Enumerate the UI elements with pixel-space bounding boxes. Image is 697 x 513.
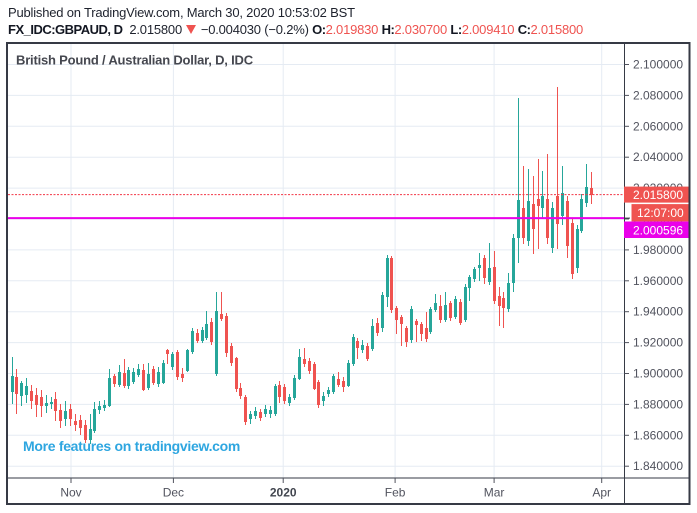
svg-text:Nov: Nov: [60, 486, 81, 500]
svg-text:1.980000: 1.980000: [633, 243, 683, 257]
svg-text:More features on tradingview.c: More features on tradingview.com: [23, 438, 240, 454]
svg-text:1.840000: 1.840000: [633, 459, 683, 473]
svg-text:1.920000: 1.920000: [633, 336, 683, 350]
svg-text:1.960000: 1.960000: [633, 274, 683, 288]
svg-text:2.040000: 2.040000: [633, 150, 683, 164]
svg-text:Apr: Apr: [592, 486, 611, 500]
svg-text:Mar: Mar: [484, 486, 505, 500]
svg-text:2.060000: 2.060000: [633, 119, 683, 133]
svg-text:12:07:00: 12:07:00: [637, 206, 684, 220]
svg-text:1.900000: 1.900000: [633, 367, 683, 381]
svg-text:1.940000: 1.940000: [633, 305, 683, 319]
svg-text:1.880000: 1.880000: [633, 397, 683, 411]
svg-text:2.100000: 2.100000: [633, 58, 683, 72]
svg-text:2.080000: 2.080000: [633, 88, 683, 102]
svg-text:2020: 2020: [270, 486, 297, 500]
svg-text:2.015800: 2.015800: [633, 188, 683, 202]
svg-text:Dec: Dec: [163, 486, 184, 500]
svg-text:Feb: Feb: [385, 486, 406, 500]
svg-text:1.860000: 1.860000: [633, 428, 683, 442]
svg-text:2.000596: 2.000596: [633, 223, 683, 237]
svg-text:British Pound / Australian Dol: British Pound / Australian Dollar, D, ID…: [16, 53, 254, 68]
